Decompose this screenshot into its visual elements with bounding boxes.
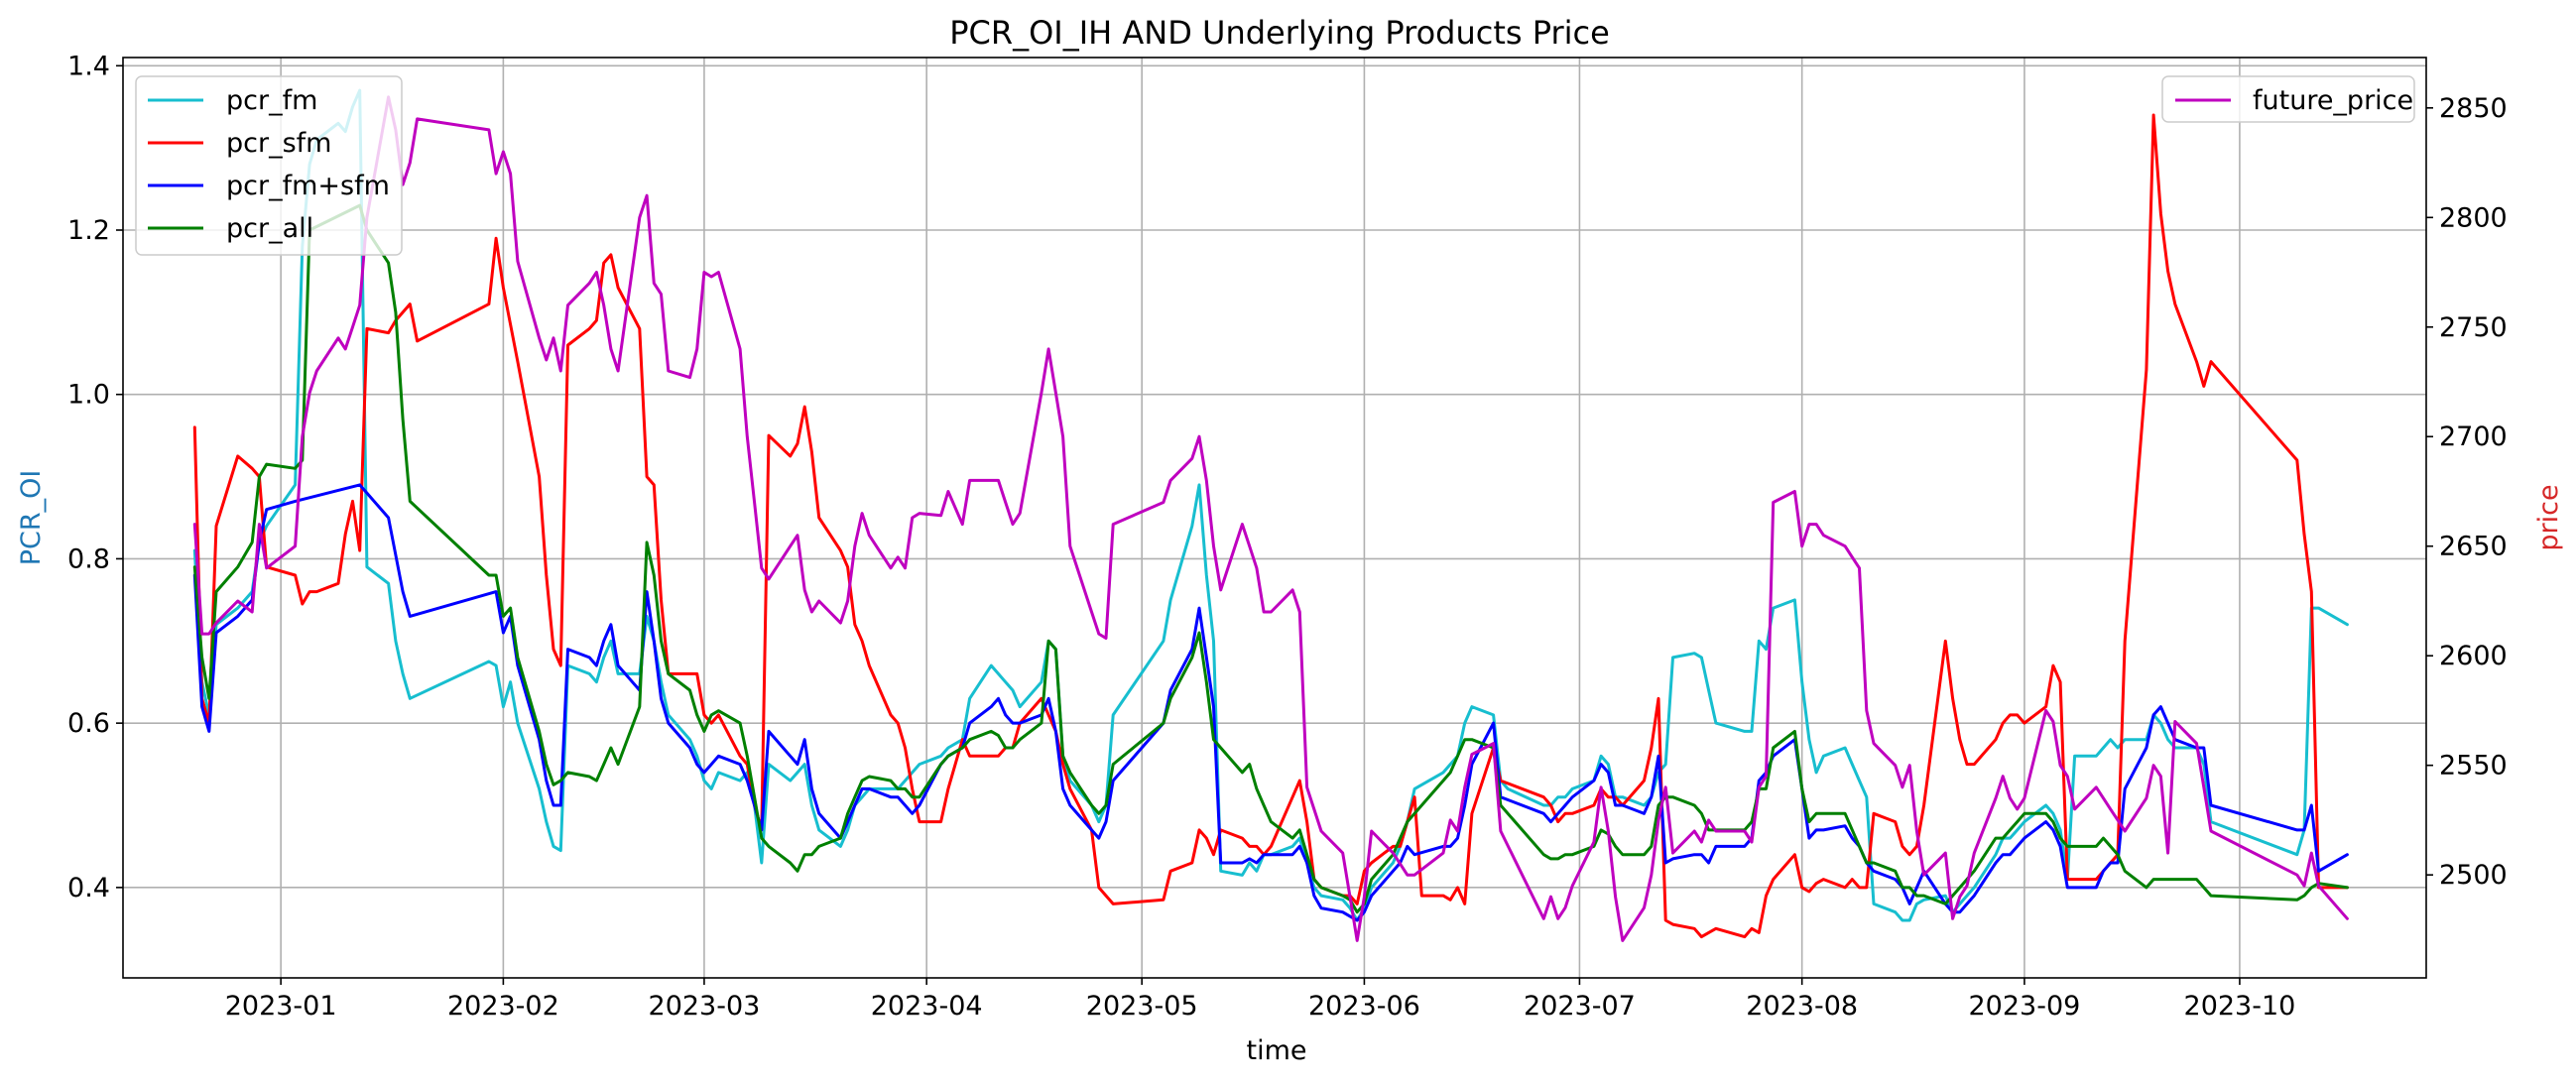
- y-right-tick-label: 2600: [2439, 641, 2508, 671]
- y-axis-right-label: price: [2533, 484, 2564, 550]
- legend-label: future_price: [2253, 85, 2413, 116]
- grid-layer: [123, 58, 2426, 978]
- x-tick-label: 2023-09: [1969, 991, 2081, 1022]
- y-axis-left: 0.4 0.6 0.8 1.0 1.2 1.4: [67, 51, 123, 903]
- x-tick-label: 2023-07: [1524, 991, 1636, 1022]
- x-tick-label: 2023-08: [1746, 991, 1858, 1022]
- y-right-tick-label: 2850: [2439, 93, 2508, 124]
- legend-label: pcr_sfm: [226, 128, 331, 159]
- series-line-pcr-fm-sfm: [192, 483, 2349, 922]
- x-tick-label: 2023-10: [2184, 991, 2296, 1022]
- series-line-pcr-all: [192, 203, 2349, 914]
- x-axis-label: time: [1246, 1035, 1306, 1066]
- series-line-future-price: [192, 95, 2349, 942]
- y-axis-left-label: PCR_OI: [16, 470, 47, 566]
- x-tick-label: 2023-03: [649, 991, 761, 1022]
- series-line-pcr-sfm: [192, 113, 2349, 939]
- y-axis-right: 2500 2550 2600 2650 2700 2750 2800 2850: [2426, 93, 2508, 891]
- legend-right: future_price: [2161, 75, 2415, 123]
- y-left-tick-label: 0.8: [67, 543, 110, 574]
- x-tick-label: 2023-06: [1308, 991, 1420, 1022]
- legend-left-box: [135, 75, 403, 256]
- legend-label: pcr_fm: [226, 85, 317, 116]
- legend-label: pcr_fm+sfm: [226, 171, 390, 201]
- x-tick-label: 2023-01: [225, 991, 337, 1022]
- series-layer: [192, 88, 2349, 942]
- chart-title: PCR_OI_IH AND Underlying Products Price: [949, 14, 1610, 52]
- y-left-tick-label: 1.0: [67, 380, 110, 411]
- y-right-tick-label: 2550: [2439, 751, 2508, 782]
- legend-left: pcr_fm pcr_sfm pcr_fm+sfm pcr_all: [135, 75, 403, 256]
- x-axis: 2023-01 2023-02 2023-03 2023-04 2023-05 2023-…: [225, 978, 2296, 1022]
- y-left-tick-label: 0.6: [67, 708, 110, 739]
- y-right-tick-label: 2800: [2439, 202, 2508, 233]
- y-right-tick-label: 2500: [2439, 860, 2508, 891]
- y-right-tick-label: 2650: [2439, 532, 2508, 562]
- y-right-tick-label: 2750: [2439, 312, 2508, 343]
- plot-frame: [122, 57, 2427, 979]
- legend-right-box: [2161, 75, 2415, 123]
- y-right-tick-label: 2700: [2439, 422, 2508, 452]
- y-left-tick-label: 1.2: [67, 215, 110, 246]
- y-left-tick-label: 0.4: [67, 873, 110, 903]
- y-left-tick-label: 1.4: [67, 51, 110, 81]
- legend-label: pcr_all: [226, 213, 313, 244]
- x-tick-label: 2023-02: [447, 991, 559, 1022]
- x-tick-label: 2023-04: [871, 991, 983, 1022]
- x-tick-label: 2023-05: [1086, 991, 1198, 1022]
